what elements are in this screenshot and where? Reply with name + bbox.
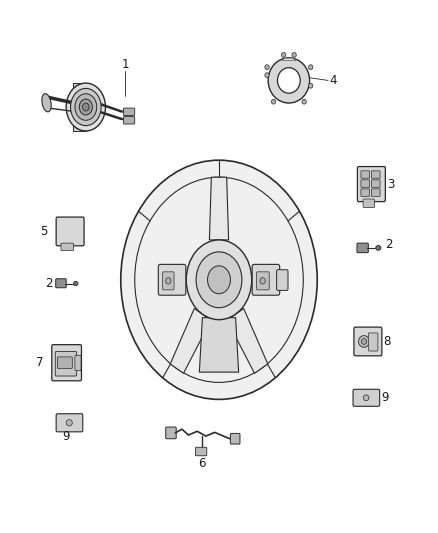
Ellipse shape [278, 68, 300, 93]
Ellipse shape [268, 58, 310, 103]
Polygon shape [227, 309, 268, 373]
Ellipse shape [71, 88, 101, 126]
FancyBboxPatch shape [195, 447, 207, 456]
Ellipse shape [265, 64, 269, 69]
Ellipse shape [272, 99, 276, 104]
Text: 3: 3 [387, 177, 395, 191]
Ellipse shape [302, 99, 306, 104]
Polygon shape [199, 318, 239, 372]
FancyBboxPatch shape [61, 243, 74, 251]
Text: 5: 5 [40, 225, 48, 238]
FancyBboxPatch shape [257, 272, 269, 290]
FancyBboxPatch shape [124, 108, 135, 116]
FancyBboxPatch shape [363, 199, 374, 207]
Text: 8: 8 [384, 335, 391, 348]
FancyBboxPatch shape [162, 272, 174, 290]
Ellipse shape [282, 53, 286, 58]
Ellipse shape [265, 72, 269, 77]
Ellipse shape [376, 246, 381, 251]
FancyBboxPatch shape [354, 327, 382, 356]
FancyBboxPatch shape [57, 357, 72, 368]
Text: 9: 9 [381, 391, 389, 405]
Ellipse shape [363, 395, 369, 401]
Ellipse shape [82, 103, 89, 111]
FancyBboxPatch shape [361, 171, 370, 178]
Text: 6: 6 [198, 457, 205, 470]
FancyBboxPatch shape [55, 352, 77, 376]
Text: 2: 2 [385, 238, 392, 251]
FancyBboxPatch shape [252, 264, 280, 295]
FancyBboxPatch shape [56, 414, 83, 432]
FancyBboxPatch shape [353, 389, 380, 406]
FancyBboxPatch shape [371, 189, 380, 196]
Ellipse shape [196, 252, 242, 308]
FancyBboxPatch shape [357, 243, 368, 253]
FancyBboxPatch shape [158, 264, 186, 295]
Ellipse shape [308, 64, 313, 69]
Polygon shape [282, 58, 296, 60]
FancyBboxPatch shape [371, 180, 380, 187]
Text: 7: 7 [36, 356, 43, 369]
FancyBboxPatch shape [166, 427, 176, 439]
FancyBboxPatch shape [357, 166, 385, 201]
Text: 9: 9 [62, 430, 69, 443]
Ellipse shape [79, 99, 92, 115]
Ellipse shape [361, 338, 367, 344]
Ellipse shape [66, 419, 72, 426]
Ellipse shape [186, 240, 252, 320]
FancyBboxPatch shape [230, 433, 240, 444]
Polygon shape [209, 177, 229, 240]
Ellipse shape [74, 281, 78, 286]
FancyBboxPatch shape [56, 217, 84, 246]
Ellipse shape [358, 336, 369, 348]
Ellipse shape [292, 53, 296, 58]
FancyBboxPatch shape [277, 270, 288, 290]
FancyBboxPatch shape [361, 180, 370, 187]
FancyBboxPatch shape [361, 189, 370, 196]
Text: 2: 2 [46, 277, 53, 290]
Ellipse shape [66, 83, 106, 131]
FancyBboxPatch shape [371, 171, 380, 178]
FancyBboxPatch shape [75, 356, 81, 370]
FancyBboxPatch shape [56, 279, 66, 288]
Polygon shape [73, 83, 86, 131]
Ellipse shape [308, 83, 313, 88]
Ellipse shape [121, 160, 317, 399]
FancyBboxPatch shape [124, 117, 135, 124]
FancyBboxPatch shape [368, 333, 378, 351]
FancyBboxPatch shape [52, 345, 81, 381]
Text: 1: 1 [121, 58, 129, 71]
Ellipse shape [260, 278, 265, 284]
Text: 4: 4 [329, 74, 336, 87]
Ellipse shape [42, 94, 51, 112]
Ellipse shape [75, 94, 97, 120]
Polygon shape [170, 309, 211, 373]
Ellipse shape [166, 278, 171, 284]
Ellipse shape [208, 266, 230, 294]
